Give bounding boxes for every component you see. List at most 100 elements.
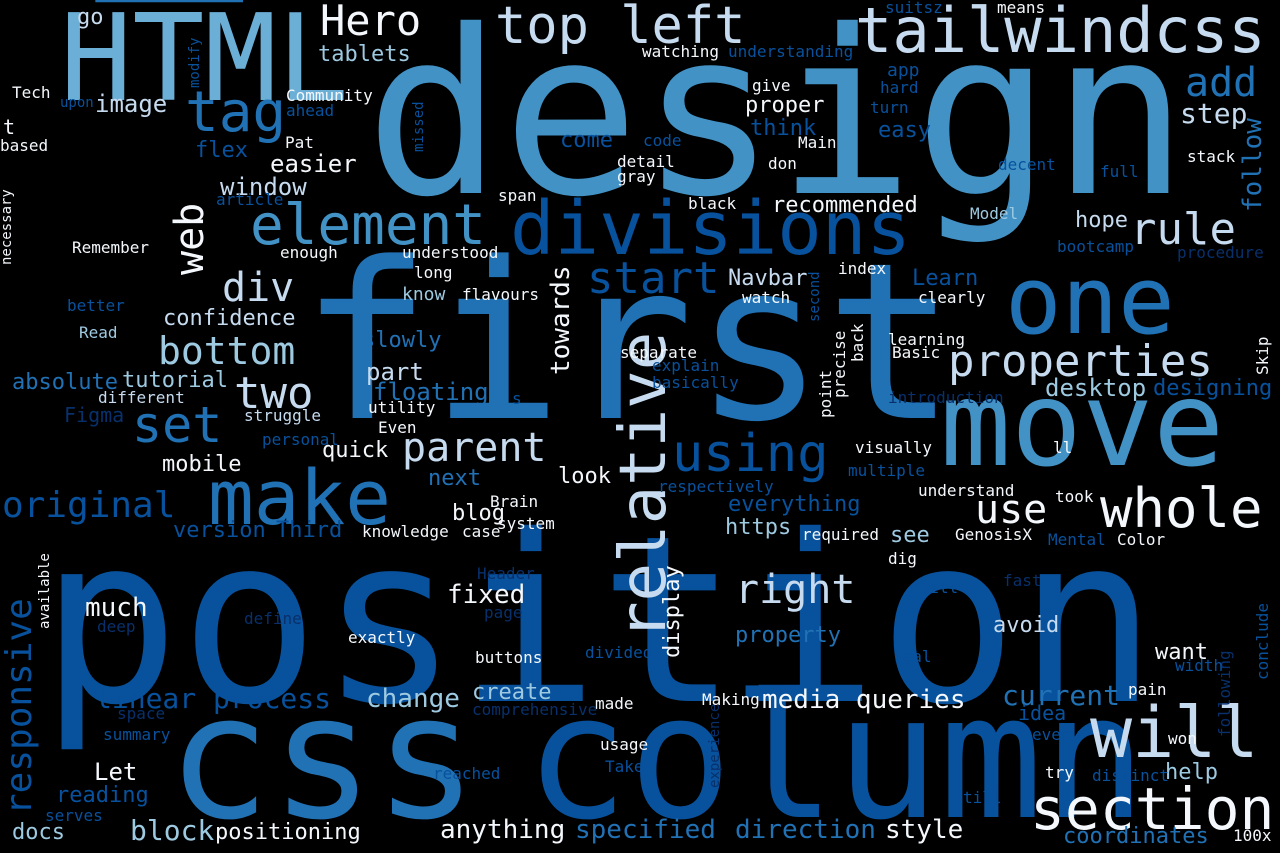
word-means: means <box>997 0 1046 17</box>
word-create: create <box>472 680 552 705</box>
word-change: change <box>366 684 460 714</box>
word-code: code <box>643 131 682 150</box>
word-100x: 100x <box>1233 826 1272 845</box>
word-one: one <box>1005 247 1175 356</box>
word-gray: gray <box>617 167 656 186</box>
word-will: will <box>1090 692 1259 774</box>
word-specified: specified <box>575 815 716 845</box>
word-web: web <box>167 202 213 275</box>
word-give: give <box>752 76 791 95</box>
word-designing: designing <box>1153 376 1273 401</box>
word-flavours: flavours <box>462 285 540 304</box>
word-floating: floating <box>373 378 489 406</box>
word-buttons: buttons <box>475 648 543 667</box>
word-turn: turn <box>870 98 909 117</box>
word-element: element <box>250 193 487 258</box>
word-column: column <box>525 657 1147 853</box>
word-utility: utility <box>368 398 436 417</box>
word-second: second <box>807 271 823 322</box>
word-come: come <box>560 128 613 153</box>
word-idea: idea <box>1018 701 1067 725</box>
word-space: space <box>117 704 166 723</box>
word-everything: everything <box>728 492 861 517</box>
word-know: know <box>402 284 446 305</box>
word-properties: properties <box>948 336 1213 387</box>
word-linear-process: linear process <box>95 682 332 715</box>
word-hero: Hero <box>320 0 422 45</box>
word-confidence: confidence <box>163 306 296 331</box>
word-even: Even <box>378 418 417 437</box>
word-try: try <box>1045 763 1074 782</box>
word-bottom: bottom <box>158 329 296 373</box>
word-towards: towards <box>546 265 576 375</box>
word-based: based <box>0 136 49 155</box>
word-genosisx: GenosisX <box>955 525 1033 544</box>
word-anything: anything <box>440 815 566 845</box>
word-system: system <box>497 514 555 533</box>
word-next: next <box>428 466 481 491</box>
word-color: Color <box>1117 530 1166 549</box>
word-experience: experience <box>707 703 723 788</box>
word-tutorial: tutorial <box>122 368 228 393</box>
word-top-left: top left <box>495 0 746 56</box>
word-media-queries: media queries <box>762 685 966 715</box>
word-step: step <box>1180 97 1248 130</box>
word-positioning: positioning <box>215 820 361 845</box>
word-follow: follow <box>1238 118 1268 212</box>
word-two: two <box>234 368 314 419</box>
word-version: version <box>173 518 266 543</box>
word-basically: basically <box>652 373 739 392</box>
word-image: image <box>95 90 168 118</box>
word-define: define <box>244 609 302 628</box>
word-move: move <box>940 355 1225 493</box>
word-easy: easy <box>878 118 931 143</box>
word-help: help <box>1165 760 1218 785</box>
word-understand: understand <box>918 481 1015 500</box>
word-let: Let <box>94 758 138 786</box>
word-position: position <box>40 486 1158 756</box>
word-tailwindcss: tailwindcss <box>855 0 1266 67</box>
word-made: made <box>595 694 634 713</box>
word-property: property <box>735 623 841 648</box>
word-https: https <box>725 515 792 540</box>
word-part: part <box>366 358 424 386</box>
word-understanding: understanding <box>728 42 854 61</box>
word-add: add <box>1185 60 1258 106</box>
word-header: Header <box>477 564 535 583</box>
word-app: app <box>887 60 920 81</box>
word-tech: Tech <box>12 83 51 102</box>
word-better: better <box>67 296 125 315</box>
word-serves: serves <box>45 806 103 825</box>
word-back: back <box>848 323 867 362</box>
word-want: want <box>1155 640 1208 665</box>
word-tag: tag <box>185 80 287 145</box>
word-point: point <box>816 369 835 418</box>
word-use: use <box>975 487 1048 533</box>
word-direction: direction <box>735 815 876 845</box>
word-navbar: Navbar <box>728 266 808 291</box>
word-detail: detail <box>617 152 675 171</box>
word-still: still <box>910 578 959 597</box>
word-don: don <box>768 154 797 173</box>
word-till: till <box>963 788 1002 807</box>
word-mobile: mobile <box>162 452 242 477</box>
word-every: every <box>1032 725 1081 744</box>
word-parent: parent <box>402 425 547 471</box>
word-necessary: necessary <box>0 189 15 265</box>
word-think: think <box>750 116 817 141</box>
word-separate: separate <box>620 343 698 362</box>
word-span: span <box>498 186 537 205</box>
word-display: display <box>660 565 685 658</box>
word-right: right <box>735 567 856 613</box>
word-hope: hope <box>1075 208 1128 233</box>
word-html: HTML <box>60 0 349 129</box>
word-learn: Learn <box>912 266 979 291</box>
word-dig: dig <box>888 549 917 568</box>
word-community: Community <box>286 86 373 105</box>
word-summary: summary <box>103 725 171 744</box>
word-exactly: exactly <box>348 628 416 647</box>
word-brain: Brain <box>490 492 539 511</box>
word-divisions: divisions <box>510 186 911 272</box>
word-basic: Basic <box>892 343 941 362</box>
